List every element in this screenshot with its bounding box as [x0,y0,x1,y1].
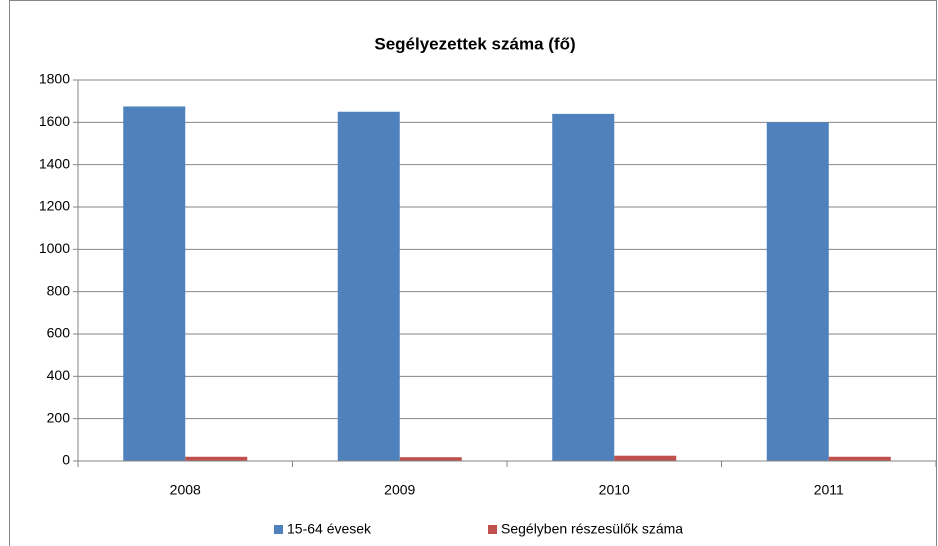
bar [399,457,462,461]
y-tick-label: 0 [62,452,70,468]
x-tick-label: 2010 [599,482,630,498]
legend-label: Segélyben részesülők száma [501,521,683,537]
legend-swatch [274,525,283,534]
y-tick-label: 1000 [39,240,70,256]
legend-swatch [488,525,497,534]
y-tick-label: 1200 [39,198,70,214]
y-tick-label: 1600 [39,113,70,129]
legend-label: 15-64 évesek [287,521,372,537]
chart-title: Segélyezettek száma (fő) [374,34,575,53]
x-tick-label: 2008 [170,482,201,498]
bar [185,456,248,461]
bar [123,106,186,461]
x-tick-label: 2011 [814,482,844,498]
y-tick-label: 200 [47,409,71,425]
bar [828,456,891,461]
bar [552,113,615,461]
y-tick-label: 1400 [39,155,70,171]
y-tick-label: 600 [47,325,71,341]
y-tick-label: 400 [47,367,71,383]
x-tick-label: 2009 [384,482,415,498]
bar [337,111,400,461]
y-tick-label: 800 [47,282,71,298]
bar [766,122,829,461]
bar [614,455,677,461]
y-tick-label: 1800 [39,71,70,87]
